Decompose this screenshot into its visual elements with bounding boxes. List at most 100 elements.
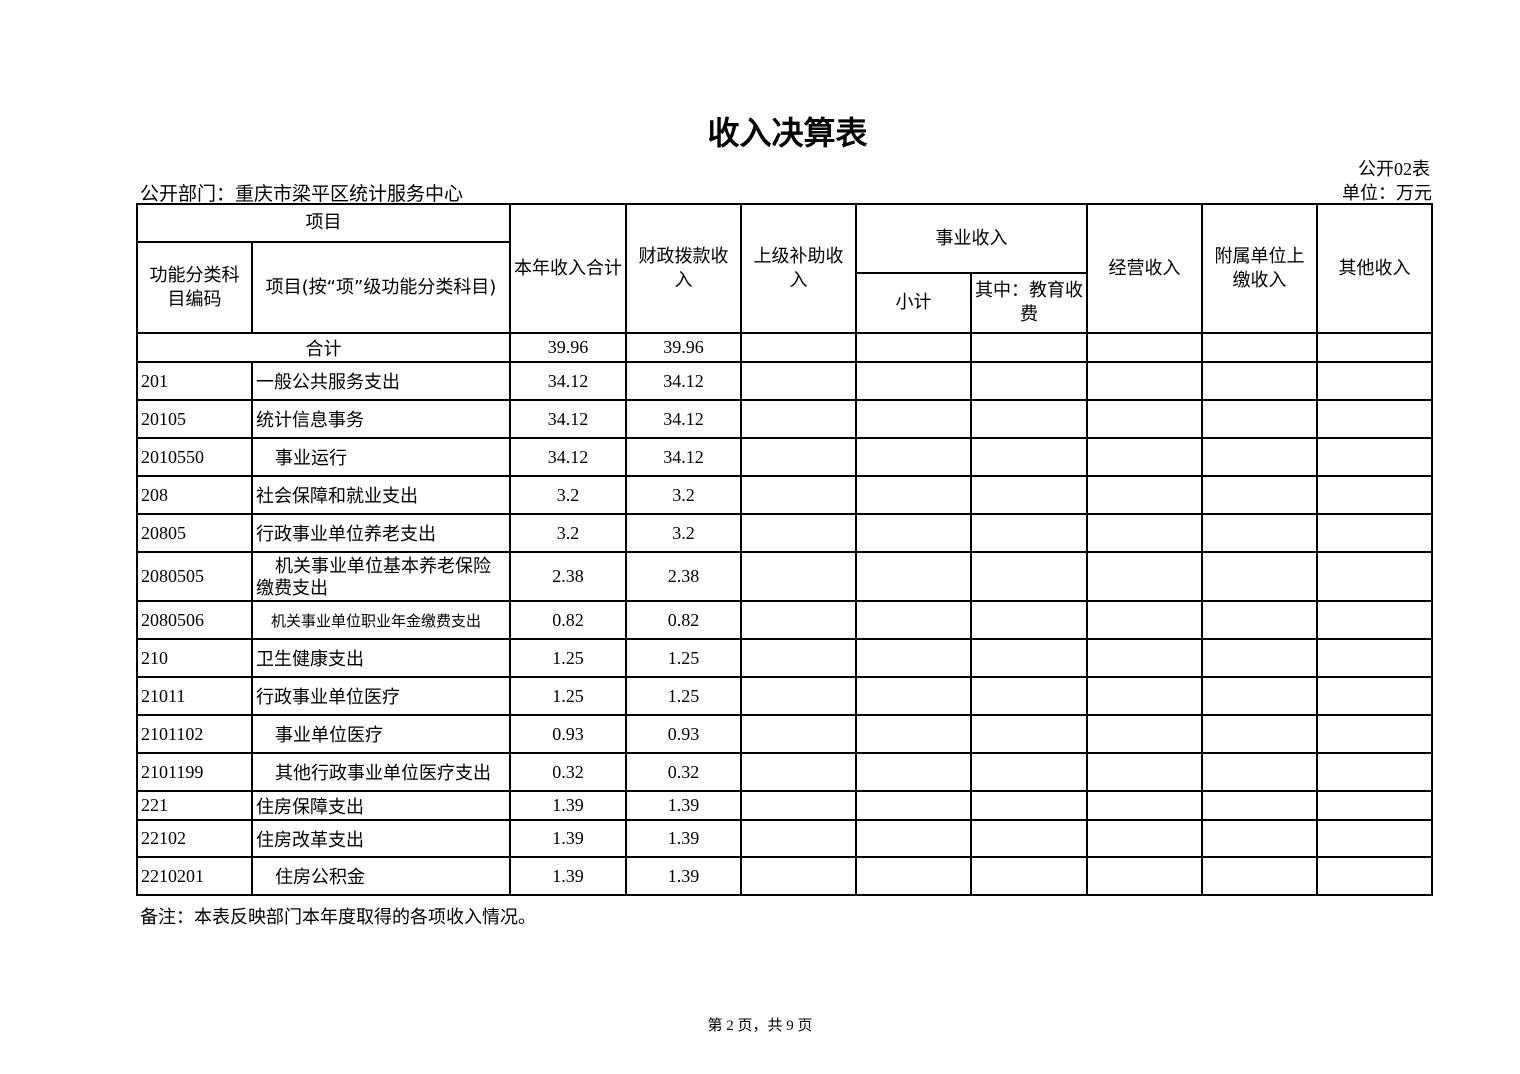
empty-cell	[970, 475, 1088, 515]
table-row: 2010550 事业运行 34.12 34.12	[136, 437, 1433, 477]
header-affiliated: 附属单位上缴收入	[1201, 203, 1318, 334]
header-business: 事业收入	[855, 203, 1088, 274]
row-code: 201	[136, 361, 253, 401]
table-row: 221 住房保障支出 1.39 1.39	[136, 790, 1433, 821]
row-total: 0.93	[509, 714, 627, 754]
empty-cell	[970, 676, 1088, 716]
header-operating: 经营收入	[1086, 203, 1203, 334]
empty-cell	[855, 714, 972, 754]
row-total: 1.25	[509, 638, 627, 678]
row-total: 34.12	[509, 361, 627, 401]
row-code: 2210201	[136, 856, 253, 896]
row-fiscal: 2.38	[625, 551, 742, 602]
empty-cell	[970, 600, 1088, 640]
table-row: 2101102 事业单位医疗 0.93 0.93	[136, 714, 1433, 754]
row-fiscal: 1.25	[625, 638, 742, 678]
empty-cell	[1201, 819, 1318, 858]
header-subtotal: 小计	[855, 272, 972, 334]
header-name: 项目(按“项”级功能分类科目)	[251, 241, 511, 334]
note: 备注：本表反映部门本年度取得的各项收入情况。	[140, 907, 536, 927]
empty-cell	[855, 856, 972, 896]
table-row: 2080505 机关事业单位基本养老保险缴费支出 2.38 2.38	[136, 551, 1433, 602]
empty-cell	[740, 638, 857, 678]
total-value: 39.96	[509, 332, 627, 363]
header-education: 其中：教育收费	[970, 272, 1088, 334]
department-label: 公开部门：重庆市梁平区统计服务中心	[140, 184, 464, 205]
table-row: 20805 行政事业单位养老支出 3.2 3.2	[136, 513, 1433, 553]
row-name: 机关事业单位职业年金缴费支出	[251, 600, 511, 640]
empty-cell	[1316, 752, 1433, 792]
empty-cell	[1316, 361, 1433, 401]
empty-cell	[1316, 600, 1433, 640]
row-code: 21011	[136, 676, 253, 716]
page-footer: 第 2 页，共 9 页	[707, 1018, 813, 1034]
empty-cell	[1316, 790, 1433, 821]
empty-cell	[1201, 399, 1318, 439]
header-superior: 上级补助收入	[740, 203, 857, 334]
row-name: 事业单位医疗	[251, 714, 511, 754]
empty-cell	[1086, 790, 1203, 821]
empty-cell	[855, 676, 972, 716]
table-row: 2080506 机关事业单位职业年金缴费支出 0.82 0.82	[136, 600, 1433, 640]
row-code: 208	[136, 475, 253, 515]
empty-cell	[1086, 513, 1203, 553]
table-row: 21011 行政事业单位医疗 1.25 1.25	[136, 676, 1433, 716]
empty-cell	[740, 513, 857, 553]
empty-cell	[855, 475, 972, 515]
empty-cell	[970, 513, 1088, 553]
empty-cell	[1201, 638, 1318, 678]
row-name: 事业运行	[251, 437, 511, 477]
empty-cell	[1086, 714, 1203, 754]
table-row: 20105 统计信息事务 34.12 34.12	[136, 399, 1433, 439]
row-total: 0.32	[509, 752, 627, 792]
empty-cell	[1316, 475, 1433, 515]
row-total: 0.82	[509, 600, 627, 640]
row-code: 2010550	[136, 437, 253, 477]
total-label: 合计	[136, 332, 511, 363]
empty-cell	[855, 399, 972, 439]
empty-cell	[1086, 361, 1203, 401]
row-code: 20805	[136, 513, 253, 553]
empty-cell	[740, 752, 857, 792]
empty-cell	[1086, 399, 1203, 439]
row-fiscal: 0.82	[625, 600, 742, 640]
empty-cell	[970, 551, 1088, 602]
empty-cell	[1086, 752, 1203, 792]
empty-cell	[855, 790, 972, 821]
row-name: 行政事业单位养老支出	[251, 513, 511, 553]
empty-cell	[1316, 399, 1433, 439]
row-total: 34.12	[509, 399, 627, 439]
row-fiscal: 1.39	[625, 819, 742, 858]
total-row: 合计 39.96 39.96	[136, 332, 1433, 363]
empty-cell	[1316, 819, 1433, 858]
income-table: 项目 本年收入合计 财政拨款收入 上级补助收入 事业收入 经营收入 附属单位上缴…	[136, 203, 1433, 896]
row-total: 3.2	[509, 513, 627, 553]
total-fiscal: 39.96	[625, 332, 742, 363]
empty-cell	[855, 638, 972, 678]
row-code: 221	[136, 790, 253, 821]
row-fiscal: 34.12	[625, 361, 742, 401]
empty-cell	[740, 600, 857, 640]
empty-cell	[1316, 856, 1433, 896]
empty-cell	[740, 437, 857, 477]
empty-cell	[740, 856, 857, 896]
header-fiscal: 财政拨款收入	[625, 203, 742, 334]
row-name: 统计信息事务	[251, 399, 511, 439]
row-fiscal: 1.25	[625, 676, 742, 716]
empty-cell	[1201, 676, 1318, 716]
row-fiscal: 34.12	[625, 437, 742, 477]
row-name: 机关事业单位基本养老保险缴费支出	[251, 551, 511, 602]
empty-cell	[1316, 638, 1433, 678]
empty-cell	[855, 752, 972, 792]
row-fiscal: 34.12	[625, 399, 742, 439]
header-other: 其他收入	[1316, 203, 1433, 334]
row-name: 住房改革支出	[251, 819, 511, 858]
empty-cell	[740, 399, 857, 439]
empty-cell	[740, 475, 857, 515]
empty-cell	[1201, 475, 1318, 515]
empty-cell	[855, 819, 972, 858]
empty-cell	[1316, 437, 1433, 477]
row-total: 34.12	[509, 437, 627, 477]
empty-cell	[1086, 437, 1203, 477]
form-number: 公开02表	[1358, 159, 1430, 179]
